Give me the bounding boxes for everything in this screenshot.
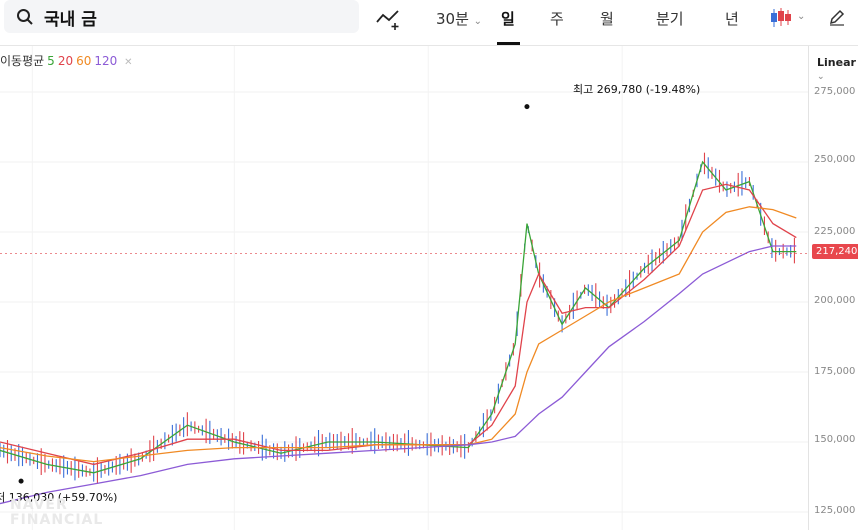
watermark: NAVER FINANCIAL xyxy=(10,498,103,528)
search-icon xyxy=(17,9,33,25)
axis-tick: 275,000 xyxy=(814,86,856,97)
tab-day[interactable]: 일 xyxy=(501,10,515,28)
candlestick-type-icon[interactable] xyxy=(770,8,792,28)
tab-month[interactable]: 월 xyxy=(600,10,614,28)
chart-toolbar: 국내 금 30분 ⌄ 일 주 월 분기 년 ⌄ xyxy=(0,0,858,46)
ma-line-60 xyxy=(0,206,797,463)
ma-line-20 xyxy=(0,183,797,466)
search-query: 국내 금 xyxy=(44,10,97,30)
legend-ma-5: 5 xyxy=(47,54,55,68)
legend-ma-20: 20 xyxy=(57,54,74,68)
price-chart[interactable] xyxy=(0,46,808,530)
moving-average-legend: 이동평균 5 20 60 120 ✕ xyxy=(0,52,136,69)
chevron-down-icon: ⌄ xyxy=(473,16,483,27)
high-value: 269,780 (-19.48%) xyxy=(596,83,701,96)
watermark-line: FINANCIAL xyxy=(10,512,104,528)
legend-title: 이동평균 xyxy=(0,54,45,68)
tab-quarter[interactable]: 분기 xyxy=(656,10,684,28)
scale-label: Linear xyxy=(817,56,856,69)
active-tab-indicator xyxy=(497,42,520,45)
interval-selector[interactable]: 30분 ⌄ xyxy=(436,8,482,29)
low-annotation: 최저 136,030 (+59.70%) xyxy=(0,489,117,505)
axis-tick: 125,000 xyxy=(814,505,856,516)
high-annotation: 최고 269,780 (-19.48%) xyxy=(573,81,700,97)
axis-tick: 225,000 xyxy=(814,226,856,237)
watermark-line: NAVER xyxy=(10,497,68,513)
search-box[interactable]: 국내 금 xyxy=(4,0,359,33)
axis-tick: 175,000 xyxy=(814,366,856,377)
legend-ma-60: 60 xyxy=(76,54,92,68)
low-marker xyxy=(18,478,24,484)
scale-selector[interactable]: Linear ⌄ xyxy=(817,56,858,82)
close-icon[interactable]: ✕ xyxy=(124,57,133,68)
high-label: 최고 xyxy=(573,83,594,96)
low-value: 136,030 (+59.70%) xyxy=(8,491,118,504)
tab-week[interactable]: 주 xyxy=(550,10,564,28)
pencil-icon[interactable] xyxy=(828,8,846,26)
current-price-tag: 217,240 xyxy=(812,244,858,259)
axis-tick: 250,000 xyxy=(814,154,856,165)
low-label: 최저 xyxy=(0,491,6,504)
chevron-down-icon: ⌄ xyxy=(817,72,825,82)
chevron-down-icon[interactable]: ⌄ xyxy=(797,11,806,22)
add-indicator-icon[interactable] xyxy=(376,8,402,30)
axis-tick: 150,000 xyxy=(814,434,856,445)
tab-year[interactable]: 년 xyxy=(725,10,739,28)
high-marker xyxy=(524,104,530,110)
interval-label: 30분 xyxy=(436,10,469,28)
ma-line-5 xyxy=(0,160,797,474)
axis-tick: 200,000 xyxy=(814,295,856,306)
ma-line-120 xyxy=(0,245,797,505)
price-axis xyxy=(808,46,858,530)
legend-ma-120: 120 xyxy=(94,54,118,68)
